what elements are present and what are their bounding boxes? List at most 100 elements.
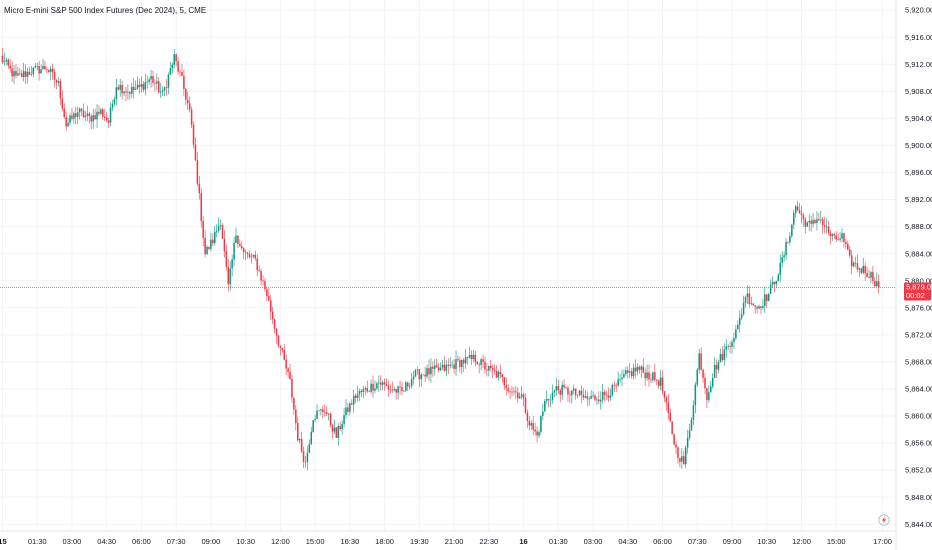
candle	[318, 410, 320, 412]
candle	[408, 382, 411, 390]
candle	[825, 218, 828, 234]
candle	[285, 354, 287, 376]
candle	[94, 108, 96, 120]
candle	[420, 372, 423, 387]
candle	[791, 223, 793, 238]
candle	[239, 239, 241, 247]
candle	[630, 368, 633, 379]
candle	[212, 233, 214, 247]
candle	[210, 232, 212, 252]
candle	[501, 373, 504, 383]
candle	[486, 363, 488, 377]
candle	[244, 249, 247, 261]
candle	[661, 370, 664, 395]
time-tick-label: 07:30	[688, 537, 707, 546]
price-tick-label: 5,864.00	[905, 385, 932, 394]
candle	[19, 68, 21, 76]
candle	[38, 61, 40, 81]
candle	[574, 388, 577, 400]
countdown-value: 00:02	[906, 291, 925, 300]
candle	[729, 341, 731, 354]
candle	[337, 423, 340, 446]
candle	[708, 385, 710, 403]
candle	[140, 76, 143, 93]
candle	[287, 366, 289, 378]
candle	[636, 363, 639, 376]
candle	[366, 380, 368, 394]
candle	[638, 365, 641, 374]
candle	[100, 107, 102, 116]
lightning-icon[interactable]	[878, 514, 890, 526]
time-tick-label: 03:00	[63, 537, 82, 546]
candle	[378, 375, 380, 392]
candle	[57, 77, 60, 87]
candle	[779, 254, 782, 283]
candle	[273, 318, 276, 334]
candle	[434, 358, 436, 376]
candle	[80, 107, 83, 117]
candle	[167, 72, 170, 95]
candle	[248, 250, 251, 259]
candle	[352, 389, 355, 413]
candle	[806, 221, 809, 227]
candle	[449, 356, 451, 369]
candle	[61, 90, 64, 112]
candle	[843, 232, 845, 248]
candle	[864, 262, 866, 281]
candle	[482, 354, 484, 368]
candle	[789, 231, 791, 246]
candle	[559, 388, 561, 403]
time-tick-label: 15:00	[306, 537, 325, 546]
candle	[148, 77, 150, 85]
time-tick-label: 06:00	[132, 537, 151, 546]
candle	[387, 380, 390, 397]
price-axis[interactable]: 5,920.00 5,916.00 5,912.00 5,908.00 5,904.00…	[905, 6, 932, 529]
candle	[746, 285, 749, 304]
candle	[17, 66, 19, 77]
candle	[84, 110, 87, 121]
candle	[412, 370, 415, 385]
time-tick-label: 18:00	[375, 537, 394, 546]
candle	[46, 66, 48, 74]
candle	[144, 73, 147, 96]
candle	[818, 212, 820, 222]
candle	[252, 254, 255, 259]
candle	[53, 68, 56, 88]
candle	[111, 100, 114, 112]
candle	[22, 62, 25, 82]
time-axis[interactable]: 15 01:30 03:00 04:30 06:00 07:30 09:00 10:30 12:…	[0, 537, 892, 546]
candle	[345, 399, 347, 419]
candle	[860, 267, 863, 275]
candle	[237, 235, 239, 248]
candle	[735, 325, 737, 340]
candle	[667, 393, 670, 420]
candle	[655, 379, 658, 386]
candle	[443, 356, 446, 373]
candle	[86, 105, 89, 122]
candle	[107, 117, 110, 129]
time-tick-label: 12:00	[271, 537, 290, 546]
candle	[75, 106, 77, 125]
candle	[528, 416, 531, 431]
time-tick-label: 10:30	[757, 537, 776, 546]
candle	[511, 385, 513, 397]
candle	[621, 370, 623, 387]
candle	[44, 60, 46, 70]
candle	[11, 61, 13, 83]
candle	[800, 205, 803, 224]
candle	[553, 389, 556, 398]
candle	[561, 380, 563, 401]
candle	[152, 70, 154, 87]
candle	[798, 202, 801, 214]
candle	[682, 450, 685, 465]
candle	[648, 364, 650, 387]
candle	[694, 382, 697, 414]
candle	[150, 69, 152, 88]
candle	[269, 294, 272, 320]
candle	[628, 362, 631, 378]
candle	[325, 406, 328, 417]
candle	[874, 277, 876, 288]
candle	[480, 357, 482, 371]
candle	[704, 373, 706, 394]
